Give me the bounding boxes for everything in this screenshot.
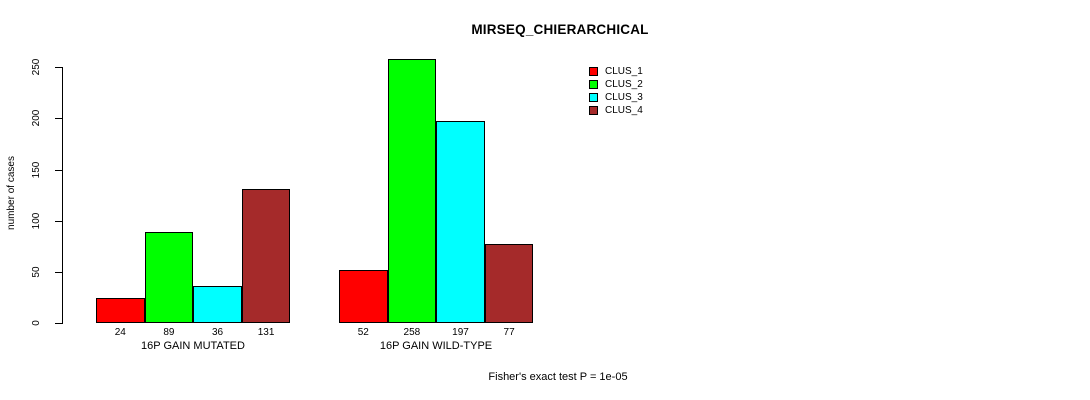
legend-item-clus_4: CLUS_4 [589,104,643,117]
legend-label: CLUS_2 [605,79,643,90]
bar-clus_1-group-0 [96,298,145,323]
y-axis-title: number of cases [6,156,17,230]
bar-clus_4-group-1 [484,244,534,323]
y-axis-tick-label: 250 [31,58,42,76]
legend-label: CLUS_1 [605,66,643,77]
legend-swatch-clus_3 [589,93,598,102]
legend-label: CLUS_4 [605,105,643,116]
bar-value-label: 77 [503,327,515,338]
legend-item-clus_2: CLUS_2 [589,78,643,91]
bar-clus_4-group-0 [241,188,291,323]
bar-value-label: 197 [452,327,469,338]
bar-clus_2-group-1 [387,59,437,323]
bar-clus_3-group-0 [193,286,242,323]
legend-item-clus_3: CLUS_3 [589,91,643,104]
y-axis-tick-label: 150 [31,161,42,178]
y-axis-line [62,67,63,324]
legend-label: CLUS_3 [605,92,643,103]
footer-annotation: Fisher's exact test P = 1e-05 [488,371,628,383]
bar-value-label: 36 [211,327,224,338]
bar-clus_2-group-0 [144,231,194,323]
y-axis-tick [55,118,62,120]
bar-value-label: 89 [163,327,175,338]
y-axis-tick [55,323,62,324]
legend-item-clus_1: CLUS_1 [589,65,643,78]
y-axis-tick [55,67,62,69]
y-axis-tick [55,220,62,222]
y-axis-tick-label: 0 [31,320,42,326]
y-axis-tick-label: 200 [31,110,42,127]
bar-value-label: 258 [403,327,421,338]
y-axis-tick-label: 100 [31,212,42,230]
bar-clus_3-group-1 [436,121,485,323]
chart-title: MIRSEQ_CHIERARCHICAL [471,22,649,37]
x-group-label-wild-type: 16P GAIN WILD-TYPE [379,340,493,352]
bar-clus_1-group-1 [339,269,388,323]
y-axis-tick-label: 50 [31,266,42,278]
legend: CLUS_1 CLUS_2 CLUS_3 CLUS_4 [589,65,643,117]
legend-swatch-clus_2 [589,80,598,89]
legend-swatch-clus_1 [589,67,598,76]
bar-value-label: 52 [357,327,369,338]
y-axis-tick [55,169,62,171]
x-group-label-mutated: 16P GAIN MUTATED [141,340,245,352]
bar-value-label: 131 [257,327,275,338]
y-axis-tick [55,271,62,273]
bar-value-label: 24 [114,327,126,338]
legend-swatch-clus_4 [589,106,598,115]
